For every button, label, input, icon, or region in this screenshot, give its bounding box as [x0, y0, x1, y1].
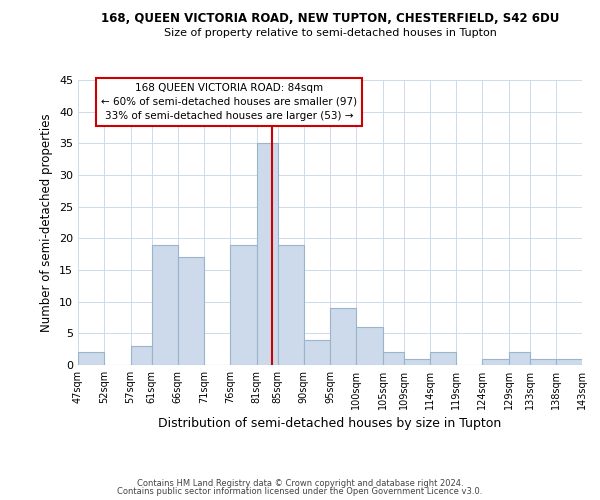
X-axis label: Distribution of semi-detached houses by size in Tupton: Distribution of semi-detached houses by …	[158, 418, 502, 430]
Bar	[131, 346, 151, 365]
Text: 168 QUEEN VICTORIA ROAD: 84sqm
← 60% of semi-detached houses are smaller (97)
33: 168 QUEEN VICTORIA ROAD: 84sqm ← 60% of …	[101, 83, 357, 121]
Text: Contains HM Land Registry data © Crown copyright and database right 2024.: Contains HM Land Registry data © Crown c…	[137, 478, 463, 488]
Bar	[430, 352, 456, 365]
Y-axis label: Number of semi-detached properties: Number of semi-detached properties	[40, 113, 53, 332]
Bar	[78, 352, 104, 365]
Bar	[482, 358, 509, 365]
Bar	[304, 340, 330, 365]
Bar	[330, 308, 356, 365]
Bar	[383, 352, 404, 365]
Text: Contains public sector information licensed under the Open Government Licence v3: Contains public sector information licen…	[118, 487, 482, 496]
Bar	[356, 327, 383, 365]
Bar	[257, 144, 277, 365]
Text: 168, QUEEN VICTORIA ROAD, NEW TUPTON, CHESTERFIELD, S42 6DU: 168, QUEEN VICTORIA ROAD, NEW TUPTON, CH…	[101, 12, 559, 26]
Bar	[556, 358, 582, 365]
Bar	[230, 244, 257, 365]
Bar	[277, 244, 304, 365]
Bar	[178, 258, 204, 365]
Bar	[509, 352, 530, 365]
Bar	[530, 358, 556, 365]
Bar	[404, 358, 430, 365]
Text: Size of property relative to semi-detached houses in Tupton: Size of property relative to semi-detach…	[164, 28, 496, 38]
Bar	[151, 244, 178, 365]
